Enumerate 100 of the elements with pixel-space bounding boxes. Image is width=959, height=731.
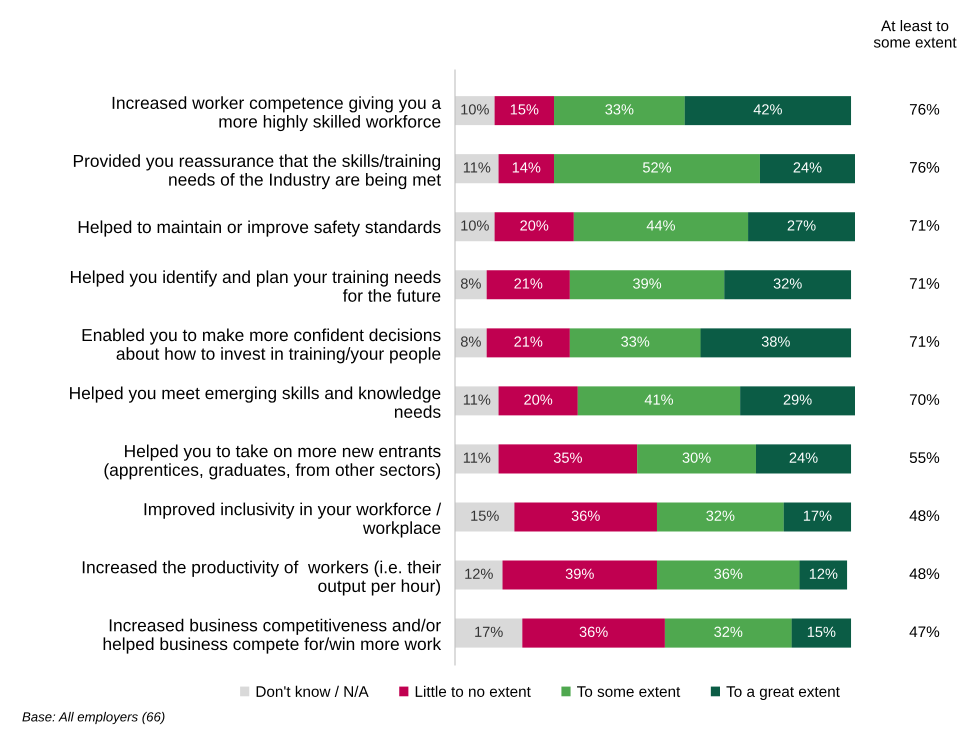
bar	[656, 502, 784, 532]
bar	[578, 386, 740, 416]
bar	[486, 270, 570, 300]
y-tick-label: Increased the productivity of workers (i.e. their output per hour)	[82, 560, 441, 596]
data-label: 21%	[514, 336, 542, 347]
bar	[684, 96, 852, 126]
data-label: 36%	[580, 626, 608, 637]
data-label: 8%	[460, 336, 481, 347]
bar	[664, 618, 792, 648]
bar	[574, 212, 748, 242]
data-label: 32%	[774, 278, 802, 289]
data-label: 20%	[520, 220, 548, 231]
legend-label: To a great extent	[726, 686, 840, 700]
y-tick-label: Increased business competitiveness and/or helped business compete for/win more work	[104, 618, 442, 654]
data-label: 20%	[524, 394, 552, 405]
bar	[554, 154, 760, 184]
data-label: 11%	[464, 452, 490, 463]
bar	[455, 502, 514, 532]
bar	[760, 154, 855, 184]
data-label: 15%	[510, 104, 538, 115]
bar	[455, 386, 499, 416]
data-label: 15%	[471, 510, 499, 521]
text: 47%	[910, 626, 940, 638]
bar	[514, 502, 657, 532]
data-label: 27%	[788, 220, 816, 231]
text: 71%	[910, 336, 940, 347]
data-label: 10%	[461, 104, 489, 115]
data-label: 17%	[804, 510, 832, 521]
data-label: 24%	[790, 452, 818, 463]
data-label: 8%	[460, 278, 481, 289]
bar	[455, 270, 487, 300]
legend-label: Little to no extent	[416, 686, 531, 697]
text: 48%	[910, 568, 940, 580]
data-label: 11%	[464, 394, 490, 405]
data-label: 30%	[682, 452, 711, 463]
y-tick-label: Helped you to take on more new entrants (apprentices, graduates, from other sectors)	[104, 444, 441, 480]
text: 70%	[910, 394, 940, 405]
bar	[724, 270, 852, 300]
data-label: 44%	[646, 220, 676, 231]
data-label: 36%	[572, 510, 600, 521]
bar	[637, 444, 756, 474]
text: 76%	[910, 104, 940, 115]
bar	[494, 96, 554, 126]
data-label: 39%	[566, 568, 594, 579]
bar	[748, 212, 855, 242]
data-label: 11%	[464, 162, 490, 173]
bar	[656, 560, 800, 590]
bar	[800, 560, 848, 590]
y-tick-label: Improved inclusivity in your workforce / workplace	[144, 502, 442, 538]
text: 48%	[910, 510, 940, 522]
bar	[455, 212, 495, 242]
bar	[494, 212, 574, 242]
data-label: 24%	[794, 162, 822, 173]
bar	[784, 502, 852, 532]
bar	[455, 154, 499, 184]
bar	[570, 328, 701, 358]
legend-label: To some extent	[577, 686, 680, 697]
data-label: 35%	[554, 452, 582, 463]
data-label: 12%	[810, 568, 838, 579]
data-label: 15%	[808, 626, 836, 637]
y-tick-label: Provided you reassurance that the skills/training needs of the Industry are being met	[74, 154, 442, 190]
bar	[756, 444, 852, 474]
bar	[522, 618, 665, 648]
bar	[455, 560, 503, 590]
text: 55%	[910, 452, 940, 464]
data-label: 32%	[706, 510, 734, 521]
legend-label: Don't know / N/A	[256, 686, 369, 697]
y-tick-label: Helped you identify and plan your training needs for the future	[70, 270, 441, 302]
bar	[740, 386, 855, 416]
data-label: 39%	[633, 278, 662, 289]
data-label: 33%	[605, 104, 634, 115]
bar	[498, 386, 578, 416]
bar	[455, 96, 495, 126]
bar	[455, 444, 499, 474]
data-label: 10%	[461, 220, 489, 231]
bar	[455, 618, 522, 648]
data-label: 21%	[514, 278, 542, 289]
data-label: 36%	[714, 568, 742, 579]
text: 71%	[910, 220, 940, 231]
data-label: 42%	[754, 104, 782, 114]
bar	[700, 328, 852, 358]
text: At least to some extent	[874, 20, 956, 48]
text: 71%	[910, 278, 940, 289]
bar	[455, 328, 487, 358]
data-label: 14%	[512, 162, 540, 173]
bar	[792, 618, 852, 648]
data-label: 33%	[621, 336, 650, 347]
bar	[502, 560, 657, 590]
y-tick-label: Helped to maintain or improve safety standards	[78, 220, 441, 237]
bar	[554, 96, 685, 126]
data-label: 12%	[465, 568, 493, 579]
bar	[486, 328, 570, 358]
data-label: 32%	[714, 626, 742, 637]
data-label: 52%	[642, 162, 672, 173]
text: 76%	[910, 162, 940, 173]
data-label: 38%	[762, 336, 790, 347]
y-tick-label: Enabled you to make more confident decisions about how to invest in training/your people	[82, 328, 441, 364]
bar	[498, 444, 638, 474]
bar	[570, 270, 724, 300]
text: Base: All employers (66)	[22, 712, 164, 724]
